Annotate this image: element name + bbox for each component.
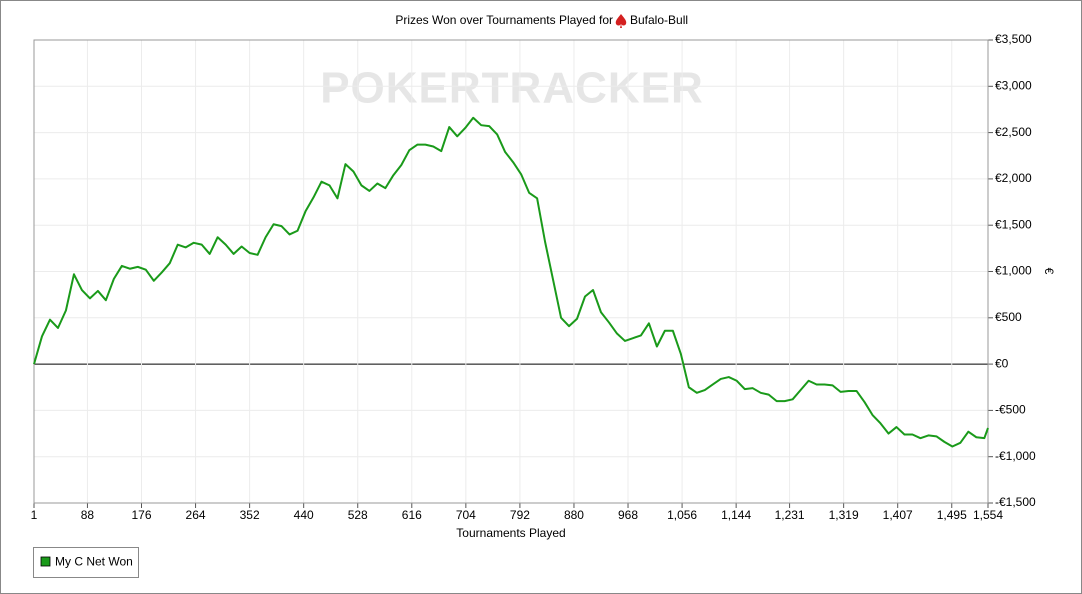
y-tick-label: €3,000 [995, 78, 1032, 92]
x-tick-label: 792 [510, 508, 530, 522]
x-axis-title: Tournaments Played [456, 526, 565, 540]
y-tick-label: €500 [995, 310, 1022, 324]
x-tick-label: 1,231 [775, 508, 805, 522]
x-tick-label: 1,144 [721, 508, 751, 522]
y-tick-label: €2,000 [995, 171, 1032, 185]
y-tick-label: -€1,000 [995, 449, 1036, 463]
watermark: POKERTRACKER [320, 64, 704, 113]
legend: My C Net Won [33, 547, 139, 578]
legend-swatch [40, 556, 51, 567]
y-tick-label: €1,000 [995, 264, 1032, 278]
y-tick-label: -€500 [995, 403, 1026, 417]
x-tick-label: 1,495 [937, 508, 967, 522]
y-tick-label: €1,500 [995, 217, 1032, 231]
x-tick-label: 1,056 [667, 508, 697, 522]
x-tick-label: 88 [81, 508, 95, 522]
y-tick-label: €2,500 [995, 125, 1032, 139]
player-name: Bufalo-Bull [630, 13, 688, 27]
x-tick-label: 704 [456, 508, 476, 522]
data-line [33, 116, 989, 448]
x-tick-label: 528 [348, 508, 368, 522]
y-tick-label: -€1,500 [995, 495, 1036, 509]
x-tick-label: 264 [186, 508, 206, 522]
plot-border [33, 39, 989, 504]
legend-label: My C Net Won [55, 555, 133, 569]
x-tick-label: 176 [131, 508, 151, 522]
x-tick-label: 968 [618, 508, 638, 522]
y-tick-label: €3,500 [995, 32, 1032, 46]
x-tick-label: 880 [564, 508, 584, 522]
legend-box [33, 547, 139, 578]
chart-title: Prizes Won over Tournaments Played for [395, 13, 613, 27]
x-tick-label: 1 [31, 508, 38, 522]
x-tick-label: 1,554 [973, 508, 1003, 522]
y-axis-title: € [1042, 268, 1056, 275]
x-tick-label: 1,407 [883, 508, 913, 522]
spade-icon [615, 14, 627, 28]
x-tick-label: 352 [240, 508, 260, 522]
x-tick-label: 1,319 [829, 508, 859, 522]
x-tick-label: 440 [294, 508, 314, 522]
y-tick-label: €0 [995, 356, 1009, 370]
x-tick-label: 616 [402, 508, 422, 522]
